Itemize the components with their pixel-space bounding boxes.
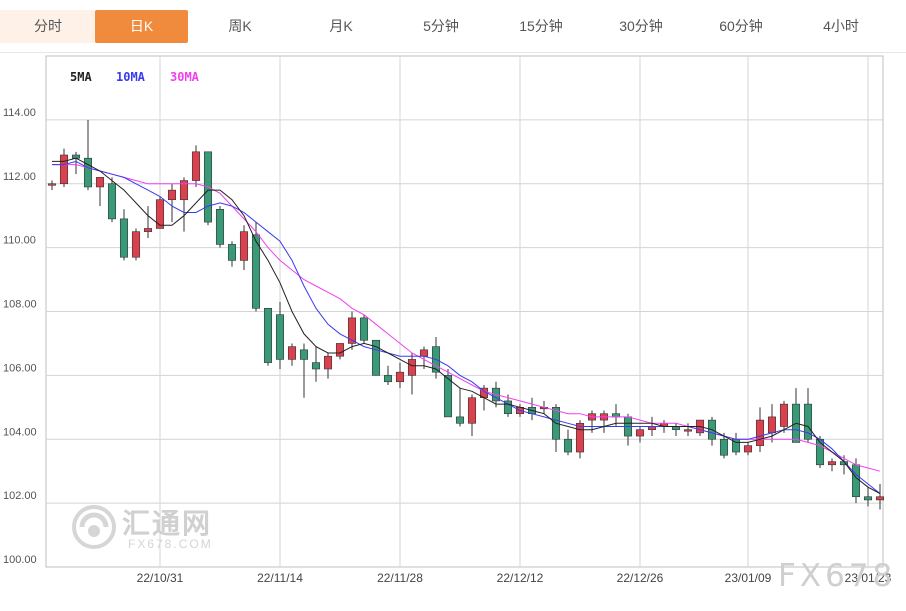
candle-body [575, 422, 585, 453]
tab-30min[interactable]: 30分钟 [593, 10, 689, 43]
candle-body [83, 157, 93, 188]
candle-body [119, 218, 129, 258]
candle-body [47, 183, 57, 186]
y-tick-label: 100.00 [3, 554, 37, 566]
y-tick-label: 110.00 [3, 235, 36, 247]
candle-body [227, 244, 237, 261]
candle-body [851, 464, 861, 498]
candle-body [779, 403, 789, 427]
tab-label: 分时 [34, 18, 62, 34]
tab-weekly[interactable]: 周K [192, 10, 288, 43]
tab-4hour[interactable]: 4小时 [793, 10, 889, 43]
candle-body [311, 362, 321, 370]
candle-body [143, 228, 153, 232]
candle-body [275, 314, 285, 360]
candle-body [635, 429, 645, 437]
tab-15min[interactable]: 15分钟 [493, 10, 589, 43]
tab-label: 60分钟 [719, 18, 763, 34]
tab-5min[interactable]: 5分钟 [393, 10, 489, 43]
candle-body [95, 177, 105, 188]
x-tick-label: 23/01/09 [725, 571, 772, 585]
y-tick-label: 112.00 [3, 171, 36, 183]
candle-body [239, 231, 249, 261]
ma30-line [52, 164, 881, 472]
candle-body [395, 371, 405, 383]
candle-body [827, 461, 837, 466]
y-tick-label: 114.00 [3, 107, 36, 119]
tab-label: 15分钟 [519, 18, 563, 34]
candlestick-chart[interactable]: 100.00 102.00 104.00 106.00 108.00 110.00 112.… [0, 52, 906, 611]
candle-body [719, 438, 729, 456]
y-tick-label: 102.00 [3, 490, 37, 502]
x-tick-label: 22/12/26 [617, 571, 664, 585]
candle-body [863, 496, 873, 501]
tab-intraday[interactable]: 分时 [0, 10, 96, 43]
candle-body [287, 346, 297, 360]
candle-body [683, 429, 693, 432]
x-tick-label: 22/12/12 [497, 571, 544, 585]
candle-body [371, 339, 381, 376]
period-tabbar: 分时 日K 周K 月K 5分钟 15分钟 30分钟 60分钟 4小时 [0, 0, 906, 53]
candle-body [323, 355, 333, 370]
candle-body [455, 416, 465, 424]
candle-body [815, 438, 825, 466]
candle-body [743, 445, 753, 453]
tab-label: 周K [228, 18, 252, 34]
x-tick-label: 22/10/31 [137, 571, 184, 585]
watermark-brand: FX678 [778, 558, 897, 594]
candle-body [131, 231, 141, 258]
candle-body [215, 209, 225, 245]
ma10-line [52, 160, 881, 494]
candle-body [755, 419, 765, 446]
tab-label: 4小时 [823, 18, 859, 34]
candle-body [347, 317, 357, 344]
x-tick-label: 22/11/28 [377, 571, 423, 585]
tab-60min[interactable]: 60分钟 [693, 10, 789, 43]
candle-body [503, 400, 513, 414]
candle-body [59, 154, 69, 185]
y-tick-label: 104.00 [3, 426, 37, 438]
candle-body [251, 234, 261, 309]
candle-body [263, 308, 273, 363]
candle-body [803, 403, 813, 440]
candle-body [467, 397, 477, 424]
ma5-line [52, 157, 881, 494]
tab-label: 月K [329, 18, 353, 34]
candle-body [335, 343, 345, 357]
legend-item: 30MA [170, 70, 200, 84]
candle-body [767, 416, 777, 434]
tab-label: 30分钟 [619, 18, 663, 34]
x-tick-label: 22/11/14 [257, 571, 303, 585]
watermark-text: 汇通网 [122, 508, 213, 539]
y-tick-label: 106.00 [3, 362, 37, 374]
candle-body [419, 349, 429, 357]
candle-body [299, 349, 309, 360]
legend-item: 10MA [116, 70, 146, 84]
tab-daily[interactable]: 日K [95, 10, 188, 43]
candle-body [107, 183, 117, 220]
candle-body [563, 438, 573, 453]
tab-label: 5分钟 [423, 18, 459, 34]
candle-body [383, 375, 393, 383]
fx678-logo-icon [72, 505, 116, 549]
candle-body [179, 180, 189, 201]
tab-label: 日K [129, 18, 154, 34]
candle-body [191, 151, 201, 181]
candle-body [167, 189, 177, 201]
candle-body [875, 496, 885, 501]
y-tick-label: 108.00 [3, 299, 37, 311]
legend-item: 5MA [70, 70, 92, 84]
watermark-subtext: FX678.COM [128, 537, 213, 551]
candle-body [443, 375, 453, 418]
candle-body [407, 359, 417, 376]
tab-monthly[interactable]: 月K [293, 10, 389, 43]
candle-body [359, 317, 369, 341]
candle-body [155, 199, 165, 229]
x-tick-label: 23/01/23 [845, 571, 892, 585]
